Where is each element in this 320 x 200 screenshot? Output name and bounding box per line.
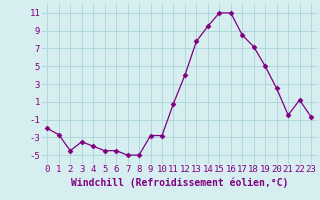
- X-axis label: Windchill (Refroidissement éolien,°C): Windchill (Refroidissement éolien,°C): [70, 177, 288, 188]
